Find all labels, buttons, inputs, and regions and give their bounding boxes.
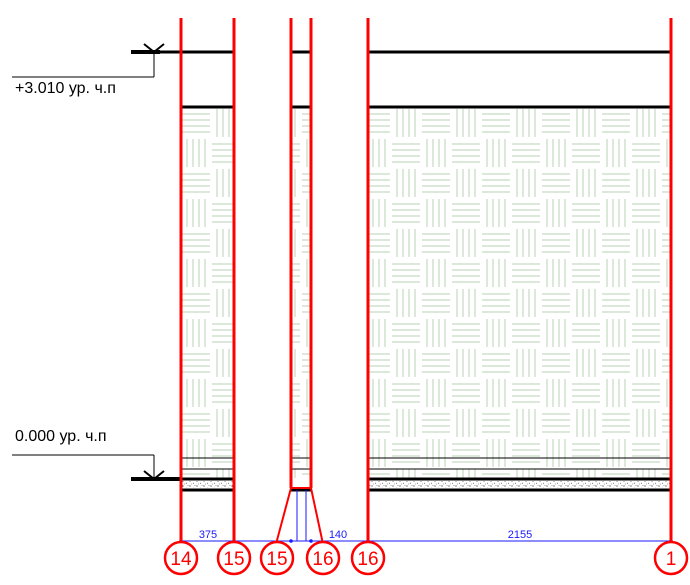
screed-layer-left	[181, 481, 234, 488]
axis-marker-16-right: 16	[350, 540, 386, 576]
level-label-top: +3.010 ур. ч.п	[15, 80, 116, 97]
axis-marker-14: 14	[163, 540, 199, 576]
slab-lines	[158, 50, 671, 492]
svg-text:14: 14	[170, 549, 192, 570]
floor-finish-lines	[181, 457, 671, 470]
dimension-line	[179, 490, 673, 543]
level-mark-top	[12, 43, 165, 78]
svg-text:15: 15	[266, 549, 287, 570]
axis-marker-15-left: 15	[216, 540, 252, 576]
dimension-2155: 2155	[508, 529, 532, 541]
svg-text:16: 16	[357, 549, 378, 570]
level-mark-bottom	[12, 454, 181, 481]
dimension-140: 140	[329, 529, 347, 541]
level-label-bottom: 0.000 ур. ч.п	[15, 428, 107, 445]
axis-marker-15-middle: 15	[259, 540, 295, 576]
dimension-375: 375	[199, 529, 217, 541]
svg-text:15: 15	[223, 549, 244, 570]
axis-marker-1: 1	[653, 540, 689, 576]
tile-panel-left	[181, 108, 234, 478]
tile-panel-middle	[291, 108, 311, 478]
screed-layer-right	[368, 481, 671, 488]
axis-lines	[179, 18, 673, 544]
tile-panel-right	[368, 108, 671, 478]
axis-marker-16-middle: 16	[305, 540, 341, 576]
svg-text:16: 16	[312, 549, 333, 570]
axis-leaders	[275, 487, 324, 545]
svg-text:1: 1	[666, 549, 677, 570]
